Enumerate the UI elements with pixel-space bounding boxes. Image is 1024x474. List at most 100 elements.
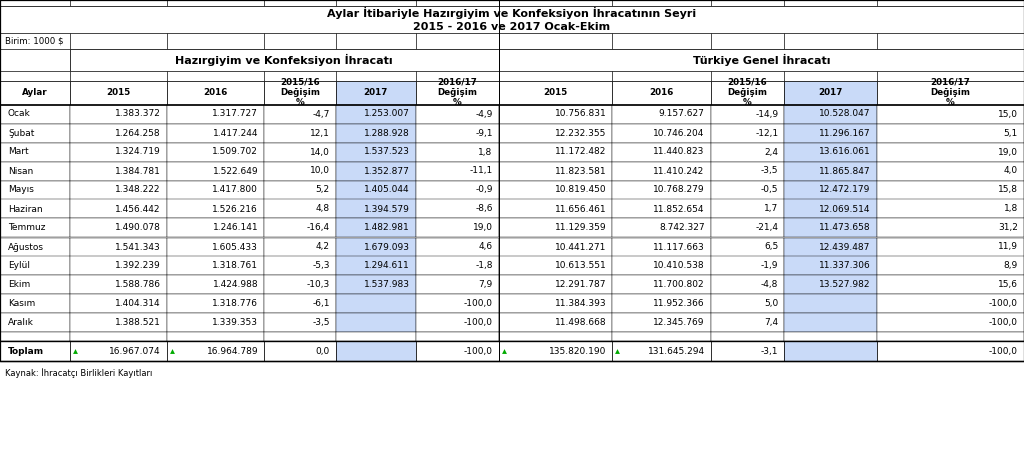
Bar <box>877 313 1024 332</box>
Bar <box>167 200 264 219</box>
Text: 1.522.649: 1.522.649 <box>213 166 258 175</box>
Text: 10.746.204: 10.746.204 <box>653 128 705 137</box>
Bar <box>70 162 167 181</box>
Bar <box>264 143 336 162</box>
Text: 10.528.047: 10.528.047 <box>819 109 870 118</box>
Bar <box>612 81 711 104</box>
Bar <box>499 81 612 104</box>
Bar <box>499 219 612 237</box>
Bar <box>336 313 416 332</box>
Text: 11.865.847: 11.865.847 <box>819 166 870 175</box>
Text: 12.069.514: 12.069.514 <box>819 204 870 213</box>
Text: Ekim: Ekim <box>8 281 31 290</box>
Text: 11.656.461: 11.656.461 <box>555 204 606 213</box>
Bar <box>264 294 336 313</box>
Bar <box>167 104 264 124</box>
Bar <box>167 0 264 6</box>
Bar <box>416 313 499 332</box>
Bar <box>0 219 70 237</box>
Text: -4,7: -4,7 <box>312 109 330 118</box>
Bar <box>416 237 499 256</box>
Text: 1.526.216: 1.526.216 <box>212 204 258 213</box>
Bar <box>499 237 612 256</box>
Bar <box>70 219 167 237</box>
Text: 19,0: 19,0 <box>998 147 1018 156</box>
Text: 1.537.523: 1.537.523 <box>364 147 410 156</box>
Bar <box>784 162 877 181</box>
Bar <box>167 237 264 256</box>
Bar <box>336 294 416 313</box>
Bar <box>0 143 70 162</box>
Text: 9.157.627: 9.157.627 <box>658 109 705 118</box>
Bar <box>877 0 1024 6</box>
Bar <box>0 181 70 200</box>
Text: 1.605.433: 1.605.433 <box>212 243 258 252</box>
Bar <box>264 181 336 200</box>
Bar <box>784 275 877 294</box>
Text: 11.498.668: 11.498.668 <box>555 319 606 328</box>
Text: 11.700.802: 11.700.802 <box>653 281 705 290</box>
Bar <box>70 81 167 104</box>
Text: 8.742.327: 8.742.327 <box>659 224 705 233</box>
Text: -8,6: -8,6 <box>475 204 493 213</box>
Bar <box>336 81 416 104</box>
Text: 1.294.611: 1.294.611 <box>364 262 410 271</box>
Text: 1.318.761: 1.318.761 <box>212 262 258 271</box>
Bar <box>499 0 612 6</box>
Bar <box>612 162 711 181</box>
Bar <box>499 33 612 49</box>
Text: Temmuz: Temmuz <box>8 224 45 233</box>
Bar <box>711 0 784 6</box>
Text: 4,2: 4,2 <box>315 243 330 252</box>
Text: 2016: 2016 <box>204 88 227 97</box>
Bar <box>0 332 70 341</box>
Bar <box>70 200 167 219</box>
Text: -3,5: -3,5 <box>312 319 330 328</box>
Bar <box>70 143 167 162</box>
Bar <box>167 256 264 275</box>
Bar <box>612 341 711 361</box>
Bar <box>416 0 499 6</box>
Bar <box>264 0 336 6</box>
Bar <box>784 256 877 275</box>
Text: 10.819.450: 10.819.450 <box>555 185 606 194</box>
Bar <box>70 332 167 341</box>
Text: 11.852.654: 11.852.654 <box>653 204 705 213</box>
Bar <box>499 341 612 361</box>
Bar <box>264 332 336 341</box>
Bar <box>499 313 612 332</box>
Bar <box>336 200 416 219</box>
Bar <box>711 71 784 81</box>
Bar <box>167 143 264 162</box>
Bar <box>264 256 336 275</box>
Text: 10,0: 10,0 <box>310 166 330 175</box>
Text: Mart: Mart <box>8 147 29 156</box>
Text: Kaynak: İhracatçı Birlikleri Kayıtları: Kaynak: İhracatçı Birlikleri Kayıtları <box>5 368 153 378</box>
Text: 1.482.981: 1.482.981 <box>364 224 410 233</box>
Text: 10.613.551: 10.613.551 <box>555 262 606 271</box>
Text: 11.473.658: 11.473.658 <box>819 224 870 233</box>
Text: -100,0: -100,0 <box>989 319 1018 328</box>
Bar <box>711 237 784 256</box>
Bar <box>264 200 336 219</box>
Bar <box>416 181 499 200</box>
Bar <box>336 104 416 124</box>
Bar <box>499 181 612 200</box>
Text: 11.823.581: 11.823.581 <box>555 166 606 175</box>
Bar <box>0 124 70 143</box>
Bar <box>877 81 1024 104</box>
Text: -10,3: -10,3 <box>306 281 330 290</box>
Text: -4,9: -4,9 <box>475 109 493 118</box>
Bar <box>612 200 711 219</box>
Text: 1.417.800: 1.417.800 <box>212 185 258 194</box>
Text: -3,1: -3,1 <box>761 347 778 356</box>
Text: 11.172.482: 11.172.482 <box>555 147 606 156</box>
Bar <box>167 162 264 181</box>
Bar <box>711 294 784 313</box>
Text: 12,1: 12,1 <box>310 128 330 137</box>
Bar <box>416 294 499 313</box>
Bar <box>0 200 70 219</box>
Bar <box>877 294 1024 313</box>
Bar <box>336 124 416 143</box>
Text: 2015/16
Değişim
%: 2015/16 Değişim % <box>280 78 321 108</box>
